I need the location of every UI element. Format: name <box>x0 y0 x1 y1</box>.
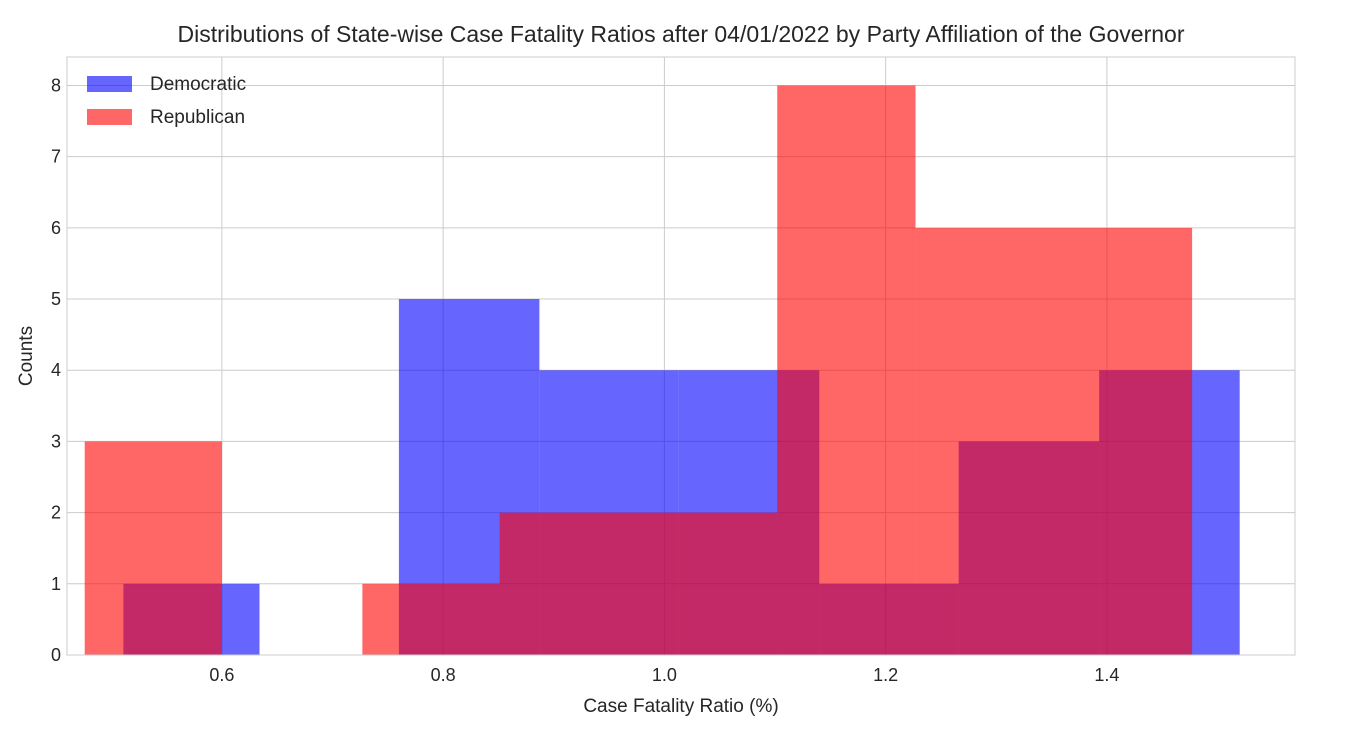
republican-bar <box>915 227 1193 655</box>
y-axis-label: Counts <box>16 326 37 386</box>
republican-legend-swatch <box>87 109 132 125</box>
x-tick-label: 1.4 <box>1094 665 1119 685</box>
democratic-bar <box>221 583 260 655</box>
democratic-legend-label: Democratic <box>150 74 246 95</box>
y-tick-label: 2 <box>51 503 61 523</box>
republican-bar <box>777 85 916 655</box>
y-tick-label: 5 <box>51 289 61 309</box>
republican-bar <box>362 583 500 655</box>
histogram-bars <box>84 85 1240 655</box>
plot-frame <box>66 56 1296 656</box>
y-tick-label: 3 <box>51 431 61 451</box>
y-tick-label: 1 <box>51 574 61 594</box>
tick-labels: 0.6 0.8 1.0 1.2 1.4 0 1 2 3 4 5 6 7 8 <box>51 75 1119 685</box>
y-tick-label: 4 <box>51 360 61 380</box>
republican-bar <box>499 512 778 655</box>
y-tick-label: 6 <box>51 218 61 238</box>
x-axis-label: Case Fatality Ratio (%) <box>583 696 778 717</box>
republican-legend-label: Republican <box>150 107 245 128</box>
x-tick-label: 1.0 <box>652 665 677 685</box>
chart-title: Distributions of State-wise Case Fatalit… <box>178 21 1185 47</box>
republican-bar <box>84 441 222 655</box>
x-tick-label: 0.6 <box>209 665 234 685</box>
y-tick-label: 7 <box>51 147 61 167</box>
y-tick-label: 8 <box>51 75 61 95</box>
legend: Democratic Republican <box>87 74 246 128</box>
x-tick-label: 1.2 <box>873 665 898 685</box>
x-tick-label: 0.8 <box>431 665 456 685</box>
democratic-legend-swatch <box>87 76 132 92</box>
y-tick-label: 0 <box>51 645 61 665</box>
